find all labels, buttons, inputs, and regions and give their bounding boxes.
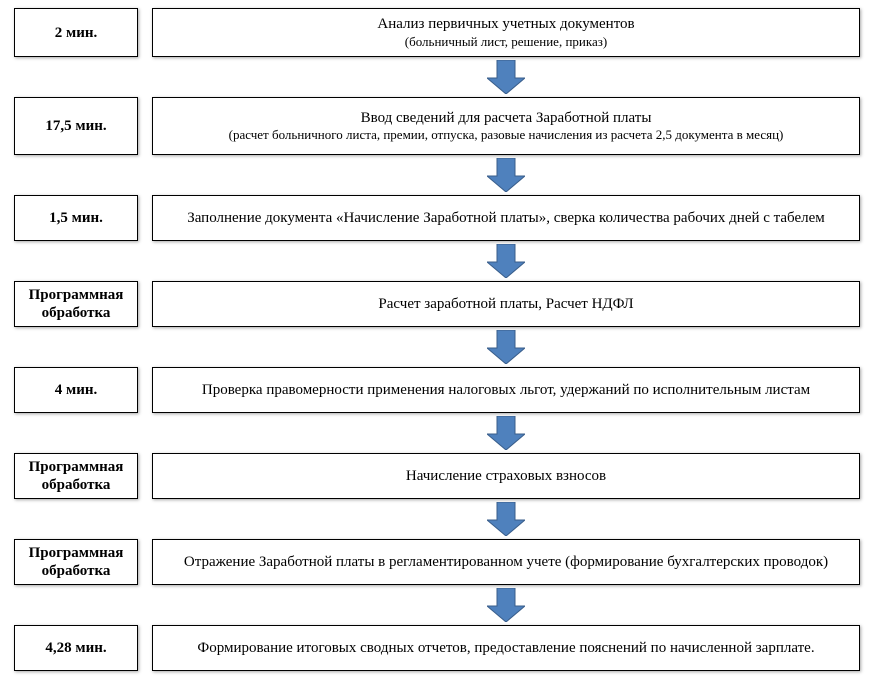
step-row: 4 мин. Проверка правомерности применения … <box>14 367 860 413</box>
time-box: Программная обработка <box>14 453 138 499</box>
down-arrow-icon <box>487 502 525 536</box>
step-title: Анализ первичных учетных документов <box>377 15 634 34</box>
step-title: Начисление страховых взносов <box>406 467 606 486</box>
flowchart-container: 2 мин. Анализ первичных учетных документо… <box>14 8 860 671</box>
step-row: 2 мин. Анализ первичных учетных документо… <box>14 8 860 57</box>
down-arrow-icon <box>487 244 525 278</box>
description-box: Формирование итоговых сводных отчетов, п… <box>152 625 860 671</box>
down-arrow-icon <box>487 416 525 450</box>
arrow-connector <box>14 413 860 453</box>
time-box: 2 мин. <box>14 8 138 57</box>
step-title: Заполнение документа «Начисление Заработ… <box>187 209 825 228</box>
time-box: 4,28 мин. <box>14 625 138 671</box>
down-arrow-icon <box>487 60 525 94</box>
arrow-connector <box>14 155 860 195</box>
step-title: Формирование итоговых сводных отчетов, п… <box>197 639 814 658</box>
step-row: 17,5 мин. Ввод сведений для расчета Зараб… <box>14 97 860 155</box>
time-box: Программная обработка <box>14 539 138 585</box>
arrow-connector <box>14 57 860 97</box>
description-box: Начисление страховых взносов <box>152 453 860 499</box>
time-box: 1,5 мин. <box>14 195 138 241</box>
description-box: Проверка правомерности применения налого… <box>152 367 860 413</box>
time-box: 17,5 мин. <box>14 97 138 155</box>
arrow-connector <box>14 585 860 625</box>
description-box: Отражение Заработной платы в регламентир… <box>152 539 860 585</box>
arrow-connector <box>14 327 860 367</box>
arrow-connector <box>14 241 860 281</box>
description-box: Заполнение документа «Начисление Заработ… <box>152 195 860 241</box>
step-subtitle: (расчет больничного листа, премии, отпус… <box>229 127 784 143</box>
down-arrow-icon <box>487 330 525 364</box>
step-title: Проверка правомерности применения налого… <box>202 381 810 400</box>
step-title: Расчет заработной платы, Расчет НДФЛ <box>378 295 633 314</box>
description-box: Ввод сведений для расчета Заработной пла… <box>152 97 860 155</box>
step-row: Программная обработка Отражение Заработно… <box>14 539 860 585</box>
description-box: Расчет заработной платы, Расчет НДФЛ <box>152 281 860 327</box>
step-title: Отражение Заработной платы в регламентир… <box>184 553 828 572</box>
step-row: Программная обработка Начисление страховы… <box>14 453 860 499</box>
down-arrow-icon <box>487 158 525 192</box>
time-box: Программная обработка <box>14 281 138 327</box>
step-subtitle: (больничный лист, решение, приказ) <box>405 34 607 50</box>
down-arrow-icon <box>487 588 525 622</box>
step-row: 1,5 мин. Заполнение документа «Начисление… <box>14 195 860 241</box>
step-title: Ввод сведений для расчета Заработной пла… <box>361 109 652 128</box>
step-row: 4,28 мин. Формирование итоговых сводных о… <box>14 625 860 671</box>
time-box: 4 мин. <box>14 367 138 413</box>
description-box: Анализ первичных учетных документов(боль… <box>152 8 860 57</box>
arrow-connector <box>14 499 860 539</box>
step-row: Программная обработка Расчет заработной п… <box>14 281 860 327</box>
